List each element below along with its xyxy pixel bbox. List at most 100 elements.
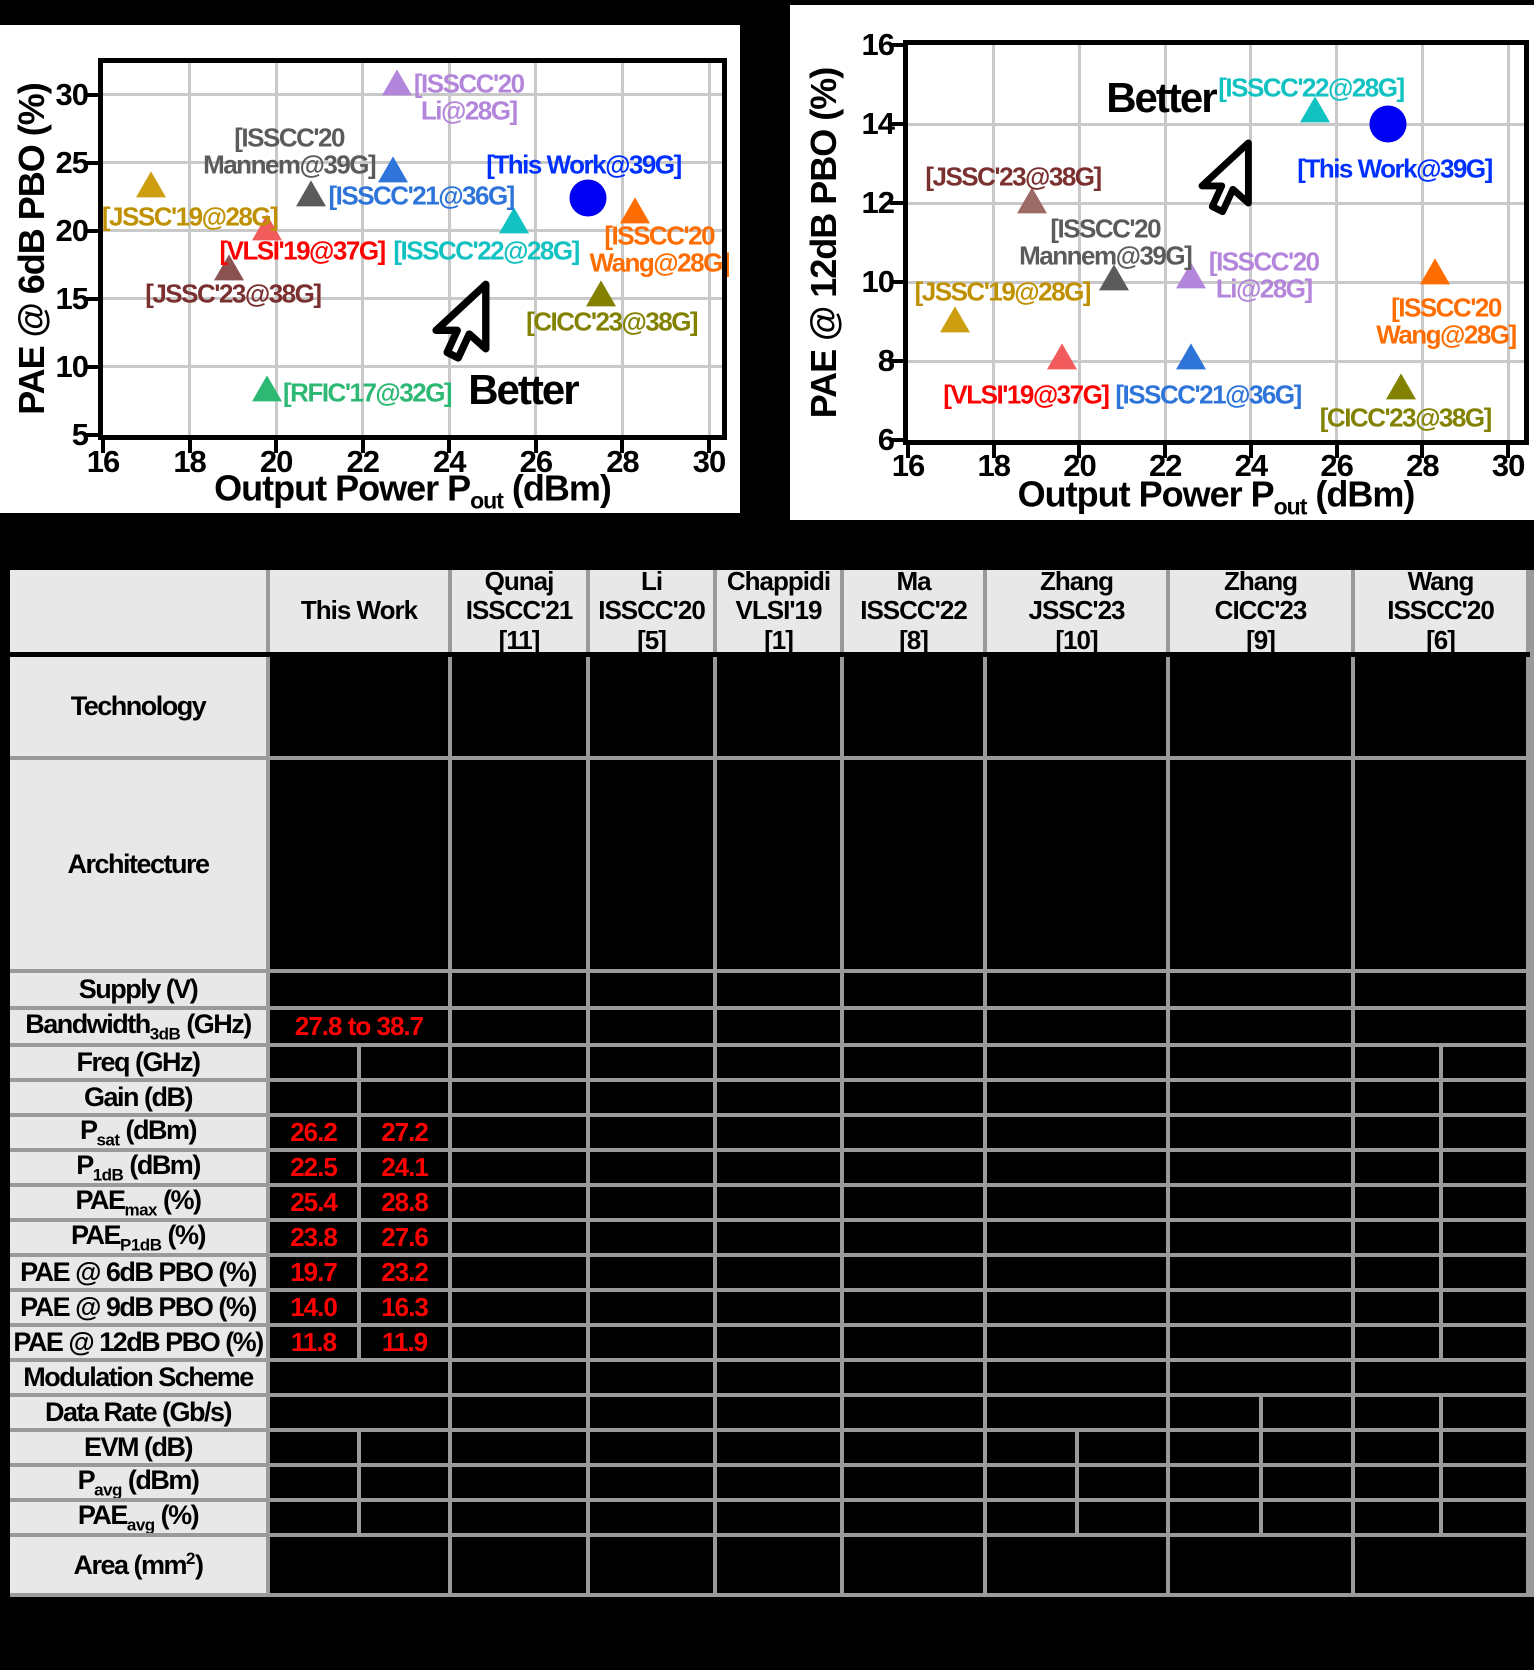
cell-pae12-qunaj: [452, 1327, 590, 1358]
column-header-text: Ma ISSCC'22 [8]: [860, 570, 968, 652]
x-tick-20: [1077, 445, 1082, 458]
gridline-x-22: [1163, 45, 1167, 440]
cell-p1db-tw: 22.5 24.1: [270, 1152, 452, 1183]
subcell-pae9-tw-1: 14.0: [270, 1292, 361, 1323]
column-header-tw: This Work: [270, 570, 452, 652]
cell-datarate-tw: [270, 1397, 452, 1428]
gridline-y-25: [103, 161, 722, 165]
y-ticklabel-10: 10: [861, 264, 895, 299]
gridline-x-22: [361, 63, 365, 435]
cell-area-wang: [1355, 1537, 1530, 1593]
cell-psat-wang: [1355, 1117, 1530, 1148]
subcell-gain-tw-1: [270, 1082, 361, 1113]
x-tick-22: [1163, 445, 1168, 458]
marker-isscc-20-li-28g: [382, 69, 413, 96]
subcell-evm-wang-1: [1355, 1432, 1443, 1463]
cell-modulation-zjssc: [987, 1362, 1170, 1393]
column-header-chappidi: Chappidi VLSI'19 [1]: [717, 570, 844, 652]
subcell-pavg-zjssc-1: [987, 1467, 1079, 1498]
cell-supply-chappidi: [717, 973, 844, 1006]
subcell-paeavg-zjssc-2: [1079, 1502, 1167, 1533]
row-label-gain: Gain (dB): [10, 1082, 270, 1113]
cell-technology-chappidi: [717, 657, 844, 756]
cell-freq-li: [590, 1047, 717, 1078]
y-ticklabel-25: 25: [55, 144, 89, 180]
cell-psat-li: [590, 1117, 717, 1148]
better-text: Better: [468, 366, 579, 414]
row-label-p1db: P1dB (dBm): [10, 1152, 270, 1183]
cell-supply-qunaj: [452, 973, 590, 1006]
y-ticklabel-8: 8: [877, 343, 895, 378]
column-header-text: Zhang CICC'23 [9]: [1214, 570, 1308, 652]
marker-isscc-20-mannem-39g: [1098, 264, 1129, 291]
subcell-pavg-wang-1: [1355, 1467, 1443, 1498]
label-jssc-19-28g: [JSSC'19@28G]: [914, 276, 1092, 307]
cell-pavg-chappidi: [717, 1467, 844, 1498]
x-ticklabel-16: 16: [86, 444, 120, 479]
table-row-p1db: P1dB (dBm) 22.5 24.1: [10, 1152, 1530, 1187]
x-tick-18: [991, 445, 996, 458]
y-tick-25: [85, 160, 98, 165]
gridline-x-18: [992, 45, 996, 440]
column-header-ma: Ma ISSCC'22 [8]: [844, 570, 987, 652]
table-row-area: Area (mm2): [10, 1537, 1530, 1597]
cell-pae12-zjssc: [987, 1327, 1170, 1358]
marker-isscc-22-28g: [499, 207, 530, 234]
cell-pavg-zcicc: [1170, 1467, 1355, 1498]
table-row-pae6: PAE @ 6dB PBO (%) 19.7 23.2: [10, 1257, 1530, 1292]
cell-p1db-li: [590, 1152, 717, 1183]
cell-datarate-li: [590, 1397, 717, 1428]
label-this-work-39g: [This Work@39G]: [486, 149, 682, 180]
row-label-text: Supply (V): [78, 974, 199, 1005]
table-row-supply: Supply (V): [10, 973, 1530, 1010]
cell-bandwidth-zcicc: [1170, 1010, 1355, 1043]
cell-architecture-zcicc: [1170, 760, 1355, 969]
cell-p1db-wang: [1355, 1152, 1530, 1183]
cell-technology-ma: [844, 657, 987, 756]
marker-isscc-20-wang-28g: [1420, 258, 1451, 285]
cell-paeavg-zcicc: [1170, 1502, 1355, 1533]
y-ticklabel-30: 30: [55, 76, 89, 112]
cell-freq-wang: [1355, 1047, 1530, 1078]
gridline-x-30: [707, 63, 711, 435]
row-label-text: PAE @ 6dB PBO (%): [20, 1257, 257, 1288]
subcell-datarate-zcicc-2: [1263, 1397, 1352, 1428]
subcell-freq-wang-1: [1355, 1047, 1443, 1078]
subcell-evm-tw-2: [361, 1432, 448, 1463]
row-label-paeavg: PAEavg (%): [10, 1502, 270, 1533]
subcell-paeavg-wang-2: [1443, 1502, 1527, 1533]
label-vlsi-19-37g: [VLSI'19@37G]: [219, 235, 387, 266]
label-isscc-21-36g: [ISSCC'21@36G]: [328, 179, 515, 210]
subcell-paep1db-wang-1: [1355, 1222, 1443, 1253]
value-bandwidth: 27.8 to 38.7: [294, 1011, 424, 1041]
row-label-psat: Psat (dBm): [10, 1117, 270, 1148]
x-tick-26: [533, 440, 538, 453]
x-tick-18: [187, 440, 192, 453]
gridline-x-20: [274, 63, 278, 435]
cell-gain-qunaj: [452, 1082, 590, 1113]
cell-pae6-tw: 19.7 23.2: [270, 1257, 452, 1288]
cell-paemax-zcicc: [1170, 1187, 1355, 1218]
row-label-text: Gain (dB): [84, 1082, 194, 1113]
y-ticklabel-14: 14: [861, 106, 895, 141]
cell-p1db-chappidi: [717, 1152, 844, 1183]
gridline-y-15: [103, 297, 722, 301]
marker-jssc-19-28g: [135, 171, 166, 198]
cell-pae12-zcicc: [1170, 1327, 1355, 1358]
y-tick-12: [890, 201, 903, 205]
cell-modulation-ma: [844, 1362, 987, 1393]
gridline-y-20: [103, 229, 722, 233]
row-label-text: Freq (GHz): [76, 1047, 202, 1078]
cell-supply-wang: [1355, 973, 1530, 1006]
cell-p1db-zjssc: [987, 1152, 1170, 1183]
column-header-text: Qunaj ISSCC'21 [11]: [465, 570, 574, 652]
label-isscc-21-36g: [ISSCC'21@36G]: [1115, 378, 1302, 409]
row-label-text: PAEP1dB (%): [71, 1222, 206, 1253]
x-ticklabel-26: 26: [1320, 448, 1353, 483]
subcell-pae9-tw-2: 16.3: [361, 1292, 448, 1323]
marker-jssc-23-38g: [213, 254, 244, 281]
marker-jssc-19-28g: [940, 305, 971, 332]
table-row-datarate: Data Rate (Gb/s): [10, 1397, 1530, 1432]
cell-pae12-wang: [1355, 1327, 1530, 1358]
column-header-label: [10, 570, 270, 652]
